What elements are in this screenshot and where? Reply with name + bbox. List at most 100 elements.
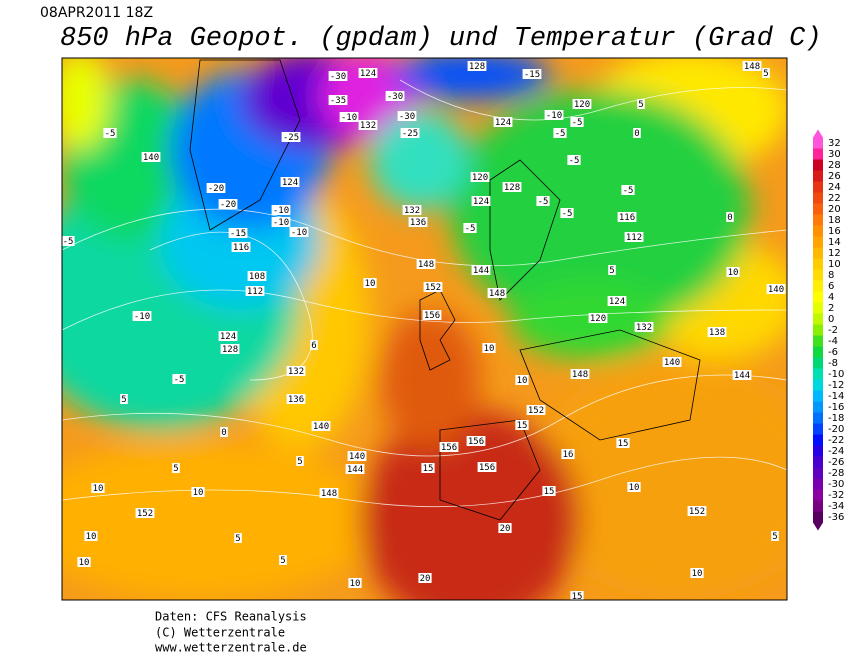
colorbar-swatch bbox=[813, 346, 823, 358]
contour-label: 116 bbox=[619, 213, 635, 223]
contour-label: 10 bbox=[365, 279, 376, 289]
colorbar-label: 14 bbox=[828, 237, 841, 248]
colorbar-label: -34 bbox=[828, 501, 844, 512]
contour-label: 15 bbox=[517, 421, 528, 431]
contour-label-box bbox=[220, 427, 228, 437]
contour-label-box bbox=[477, 462, 497, 472]
contour-label-box bbox=[470, 172, 490, 182]
contour-label: -5 bbox=[63, 237, 74, 247]
contour-label: 10 bbox=[692, 569, 703, 579]
contour-label: 156 bbox=[468, 437, 484, 447]
colorbar-swatch bbox=[813, 258, 823, 270]
colorbar-label: -28 bbox=[828, 468, 844, 479]
contour-label-box bbox=[471, 196, 491, 206]
contour-label: 138 bbox=[709, 328, 725, 338]
contour-label-box bbox=[553, 128, 567, 138]
contour-label-box bbox=[662, 357, 682, 367]
colorbar-label: 28 bbox=[828, 160, 841, 171]
contour-label: -10 bbox=[134, 312, 150, 322]
contour-label: 10 bbox=[484, 344, 495, 354]
colorbar-swatch bbox=[813, 324, 823, 336]
contour-label: 20 bbox=[500, 524, 511, 534]
colorbar-swatch bbox=[813, 280, 823, 292]
contour-label-box bbox=[347, 451, 367, 461]
contour-label-box bbox=[762, 68, 770, 78]
contour-label: 112 bbox=[247, 287, 263, 297]
contour-label-box bbox=[624, 232, 644, 242]
contour-label-box bbox=[289, 227, 309, 237]
contour-label-box bbox=[328, 71, 348, 81]
contour-label: 140 bbox=[349, 452, 365, 462]
contour-label-box bbox=[588, 313, 608, 323]
contour-label: 136 bbox=[288, 395, 304, 405]
contour-label: 124 bbox=[609, 297, 625, 307]
colorbar-swatch bbox=[813, 390, 823, 402]
contour-label: -20 bbox=[208, 184, 224, 194]
colorbar-label: 30 bbox=[828, 149, 841, 160]
contour-label-box bbox=[62, 236, 75, 246]
contour-label-box bbox=[172, 463, 180, 473]
contour-label-box bbox=[570, 591, 584, 600]
contour-label: 10 bbox=[79, 558, 90, 568]
source-text: Daten: CFS Reanalysis bbox=[155, 610, 307, 624]
contour-label-box bbox=[515, 375, 529, 385]
colorbar-label: -10 bbox=[828, 369, 844, 380]
contour-label: 140 bbox=[313, 422, 329, 432]
contour-label-box bbox=[281, 132, 301, 142]
contour-label-box bbox=[572, 99, 592, 109]
contour-label: 5 bbox=[297, 457, 302, 467]
contour-label: 128 bbox=[504, 183, 520, 193]
contour-label-box bbox=[77, 557, 91, 567]
contour-label-box bbox=[502, 182, 522, 192]
contour-label: -5 bbox=[572, 118, 583, 128]
colorbar-swatch bbox=[813, 313, 823, 325]
colorbar-swatch bbox=[813, 269, 823, 281]
contour-label-box bbox=[418, 573, 432, 583]
colorbar-label: -14 bbox=[828, 391, 844, 402]
contour-label: 136 bbox=[410, 218, 426, 228]
contour-label-box bbox=[637, 99, 645, 109]
contour-label-box bbox=[423, 282, 443, 292]
contour-label-box bbox=[408, 217, 428, 227]
contour-label: 156 bbox=[424, 311, 440, 321]
contour-label: 124 bbox=[360, 69, 376, 79]
contour-label: 10 bbox=[193, 488, 204, 498]
colorbar-swatch bbox=[813, 170, 823, 182]
contour-label-box bbox=[286, 394, 306, 404]
contour-label: 20 bbox=[420, 574, 431, 584]
contour-label-box bbox=[84, 531, 98, 541]
contour-label: 140 bbox=[768, 285, 784, 295]
contour-label-box bbox=[439, 442, 459, 452]
contour-label-box bbox=[687, 506, 707, 516]
contour-label-box bbox=[141, 152, 161, 162]
colorbar-swatch bbox=[813, 467, 823, 479]
contour-label-box bbox=[621, 185, 635, 195]
colorbar-label: 12 bbox=[828, 248, 841, 259]
contour-label-box bbox=[560, 208, 574, 218]
contour-label: 10 bbox=[728, 268, 739, 278]
contour-label-box bbox=[172, 374, 186, 384]
contour-label: 15 bbox=[544, 487, 555, 497]
contour-label-box bbox=[103, 128, 117, 138]
contour-label: -30 bbox=[387, 92, 403, 102]
colorbar-label: 24 bbox=[828, 182, 841, 193]
contour-label: 132 bbox=[288, 367, 304, 377]
colorbar-label: 20 bbox=[828, 204, 841, 215]
contour-label-box bbox=[135, 508, 155, 518]
colorbar-swatch bbox=[813, 489, 823, 501]
colorbar-label: -20 bbox=[828, 424, 844, 435]
contour-label: 124 bbox=[495, 118, 511, 128]
contour-label-box bbox=[206, 183, 226, 193]
contour-label: 148 bbox=[321, 489, 337, 499]
contour-label: -5 bbox=[105, 129, 116, 139]
contour-label: -5 bbox=[555, 129, 566, 139]
contour-label-box bbox=[358, 68, 378, 78]
colorbar-label: -4 bbox=[828, 336, 838, 347]
colorbar-label: -22 bbox=[828, 435, 844, 446]
contour-label: 108 bbox=[249, 272, 265, 282]
contour-label-box bbox=[339, 112, 359, 122]
date-label: 08APR2011 18Z bbox=[40, 5, 153, 21]
contour-label: 152 bbox=[137, 509, 153, 519]
